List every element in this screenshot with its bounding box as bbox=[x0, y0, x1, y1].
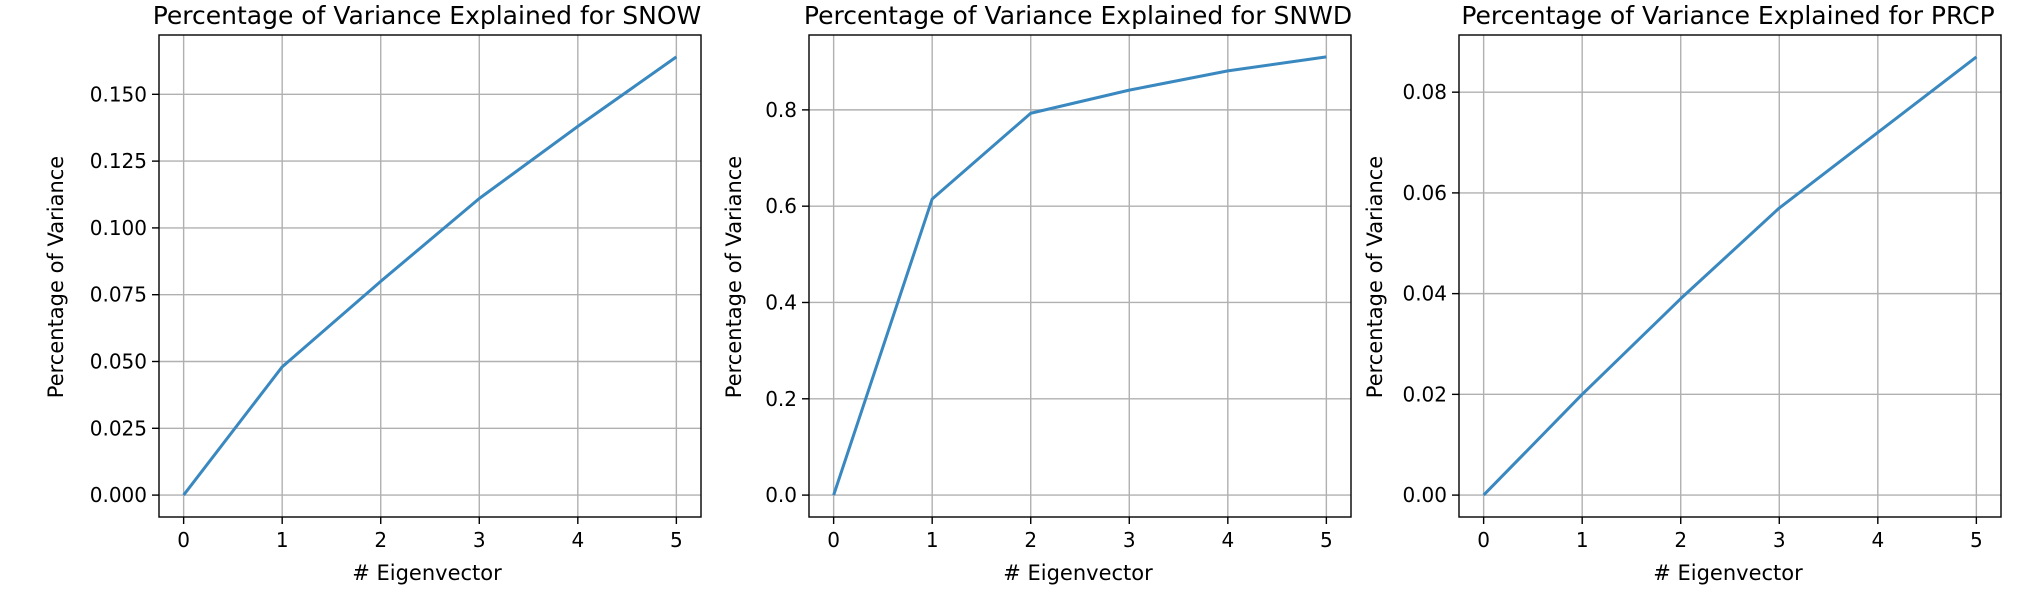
x-tick-label: 1 bbox=[276, 528, 289, 552]
x-tick-label: 4 bbox=[571, 528, 584, 552]
data-point bbox=[1482, 493, 1486, 497]
x-tick-label: 2 bbox=[374, 528, 387, 552]
data-point bbox=[1324, 55, 1328, 59]
y-tick-label: 0.2 bbox=[765, 387, 797, 411]
y-tick-label: 0.02 bbox=[1402, 382, 1447, 406]
plot-frame bbox=[1458, 34, 2002, 518]
x-tick-label: 5 bbox=[1320, 528, 1333, 552]
x-tick-label: 3 bbox=[1773, 528, 1786, 552]
panel-snwd: Percentage of Variance Explained for SNW… bbox=[722, 1, 1352, 585]
x-tick-label: 2 bbox=[1024, 528, 1037, 552]
data-point bbox=[379, 279, 383, 283]
data-point bbox=[1876, 130, 1880, 134]
y-tick-label: 0.125 bbox=[90, 149, 147, 173]
y-axis-label: Percentage of Variance bbox=[44, 156, 68, 398]
chart-title: Percentage of Variance Explained for SNO… bbox=[153, 1, 702, 30]
y-tick-label: 0.6 bbox=[765, 194, 797, 218]
x-tick-label: 4 bbox=[1871, 528, 1884, 552]
y-tick-label: 0.06 bbox=[1402, 181, 1447, 205]
y-tick-label: 0.8 bbox=[765, 98, 797, 122]
data-point bbox=[1127, 88, 1131, 92]
x-tick-label: 4 bbox=[1221, 528, 1234, 552]
y-tick-label: 0.000 bbox=[90, 483, 147, 507]
x-tick-label: 3 bbox=[1123, 528, 1136, 552]
x-axis-label: # Eigenvector bbox=[352, 561, 502, 585]
data-point bbox=[674, 55, 678, 59]
y-tick-label: 0.100 bbox=[90, 216, 147, 240]
series-line bbox=[1482, 55, 1978, 497]
series-line bbox=[832, 55, 1327, 496]
y-tick-label: 0.025 bbox=[90, 416, 147, 440]
data-point bbox=[1029, 111, 1033, 115]
x-tick-label: 5 bbox=[670, 528, 683, 552]
chart-title: Percentage of Variance Explained for SNW… bbox=[804, 1, 1352, 30]
plot-frame bbox=[808, 34, 1352, 518]
data-point bbox=[1580, 392, 1584, 396]
data-point bbox=[280, 365, 284, 369]
data-point bbox=[1974, 55, 1978, 59]
x-tick-label: 1 bbox=[926, 528, 939, 552]
y-tick-label: 0.00 bbox=[1402, 483, 1447, 507]
x-tick-label: 0 bbox=[827, 528, 840, 552]
y-tick-label: 0.075 bbox=[90, 283, 147, 307]
x-axis-label: # Eigenvector bbox=[1003, 561, 1153, 585]
data-point bbox=[930, 197, 934, 201]
data-point bbox=[1777, 206, 1781, 210]
x-tick-label: 5 bbox=[1970, 528, 1983, 552]
data-point bbox=[477, 197, 481, 201]
x-tick-label: 0 bbox=[1477, 528, 1490, 552]
plot-frame bbox=[158, 34, 702, 518]
data-point bbox=[576, 124, 580, 128]
x-axis-label: # Eigenvector bbox=[1653, 561, 1803, 585]
data-point bbox=[1679, 297, 1683, 301]
data-point bbox=[1226, 69, 1230, 73]
y-tick-label: 0.150 bbox=[90, 82, 147, 106]
y-tick-label: 0.08 bbox=[1402, 80, 1447, 104]
data-point bbox=[832, 493, 836, 497]
x-tick-label: 2 bbox=[1674, 528, 1687, 552]
x-tick-label: 0 bbox=[177, 528, 190, 552]
x-tick-label: 3 bbox=[473, 528, 486, 552]
panel-snow: Percentage of Variance Explained for SNO… bbox=[44, 1, 702, 585]
y-axis-label: Percentage of Variance bbox=[1363, 156, 1387, 398]
y-tick-label: 0.0 bbox=[765, 483, 797, 507]
panel-prcp: Percentage of Variance Explained for PRC… bbox=[1363, 1, 2002, 585]
y-tick-label: 0.04 bbox=[1402, 282, 1447, 306]
y-tick-label: 0.4 bbox=[765, 290, 797, 314]
y-axis-label: Percentage of Variance bbox=[722, 156, 746, 398]
data-point bbox=[182, 493, 186, 497]
series-line bbox=[182, 55, 678, 497]
y-tick-label: 0.050 bbox=[90, 349, 147, 373]
chart-title: Percentage of Variance Explained for PRC… bbox=[1461, 1, 1994, 30]
x-tick-label: 1 bbox=[1576, 528, 1589, 552]
